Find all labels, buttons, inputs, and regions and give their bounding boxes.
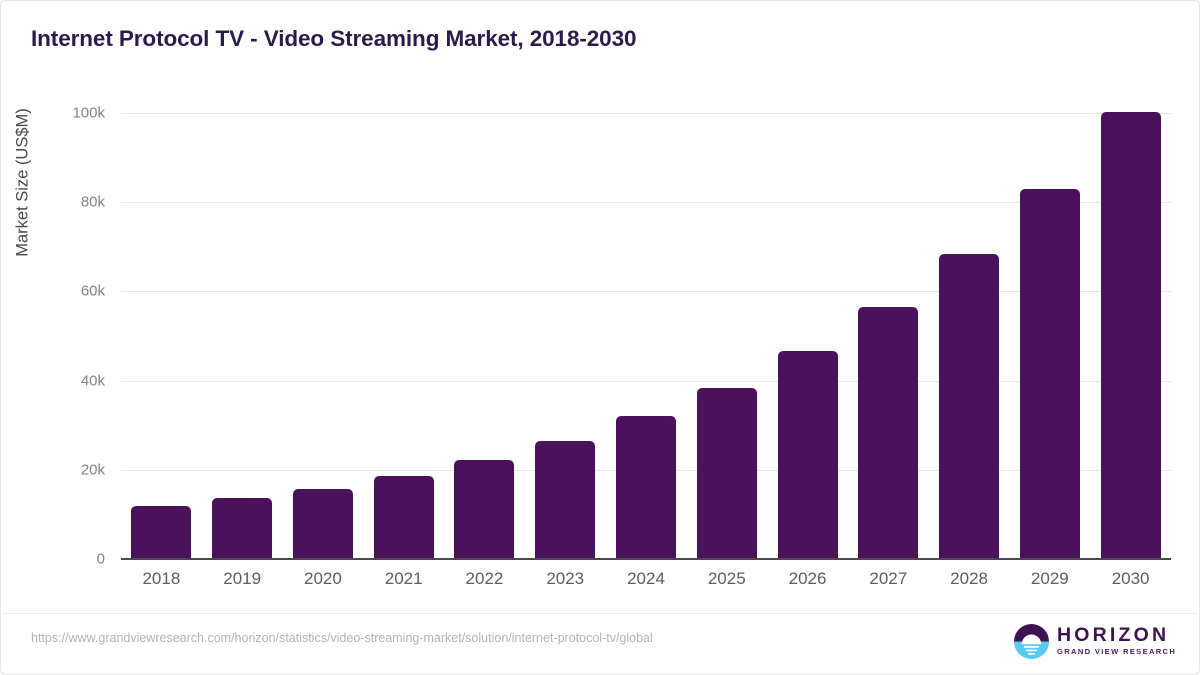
bar-2027[interactable] [858,306,919,559]
bar-2023[interactable] [535,440,596,559]
horizon-logo[interactable]: HORIZON GRAND VIEW RESEARCH [1014,622,1176,660]
x-axis-tick-label: 2030 [1111,569,1150,588]
logo-text: HORIZON GRAND VIEW RESEARCH [1057,623,1177,657]
gridline [121,202,1171,204]
x-axis-tick-label: 2022 [465,569,504,588]
x-axis-line [121,558,1171,560]
y-axis-tick-label: 60k [80,282,105,300]
source-url-link[interactable]: https://www.grandviewresearch.com/horizo… [31,631,653,645]
bar-2021[interactable] [373,475,434,559]
x-axis-tick-label: 2028 [950,569,988,588]
bar-2018[interactable] [131,506,192,559]
logo-wordmark: HORIZON [1057,623,1170,646]
gridline [121,291,1171,293]
logo-tagline: GRAND VIEW RESEARCH [1057,647,1177,657]
y-axis-tick-label: 0 [96,550,105,568]
x-axis-tick-label: 2029 [1030,569,1069,588]
y-axis-tick-label: 20k [80,461,105,479]
x-axis-tick-label: 2026 [788,569,827,588]
bar-2022[interactable] [454,460,515,559]
x-axis-tick-label: 2024 [627,569,665,588]
bar-2030[interactable] [1100,112,1161,559]
plot-area [121,112,1171,559]
x-axis-tick-label: 2021 [384,569,423,588]
gridline [121,380,1171,382]
y-axis-tick-label: 80k [80,193,105,211]
x-axis-tick-label: 2019 [223,569,262,588]
x-axis-tick-label: 2023 [546,569,585,588]
bar-2028[interactable] [939,254,1000,559]
bar-2019[interactable] [212,498,273,559]
y-axis-tick-label: 100k [72,104,105,122]
x-axis-tick-label: 2025 [707,569,746,588]
y-axis-tick-label: 40k [80,372,105,390]
x-axis-tick-label: 2018 [142,569,181,588]
bar-2024[interactable] [616,416,676,559]
x-axis-tick-label: 2020 [304,569,342,588]
bar-2020[interactable] [292,488,353,559]
gridline [121,113,1171,114]
horizon-sunrise-icon [1014,623,1049,659]
x-axis-tick-label: 2027 [869,569,908,588]
bar-2026[interactable] [777,351,838,559]
footer-divider [2,613,1198,614]
page-title: Internet Protocol TV - Video Streaming M… [31,26,637,51]
bar-2029[interactable] [1019,188,1080,559]
bar-2025[interactable] [696,387,757,559]
